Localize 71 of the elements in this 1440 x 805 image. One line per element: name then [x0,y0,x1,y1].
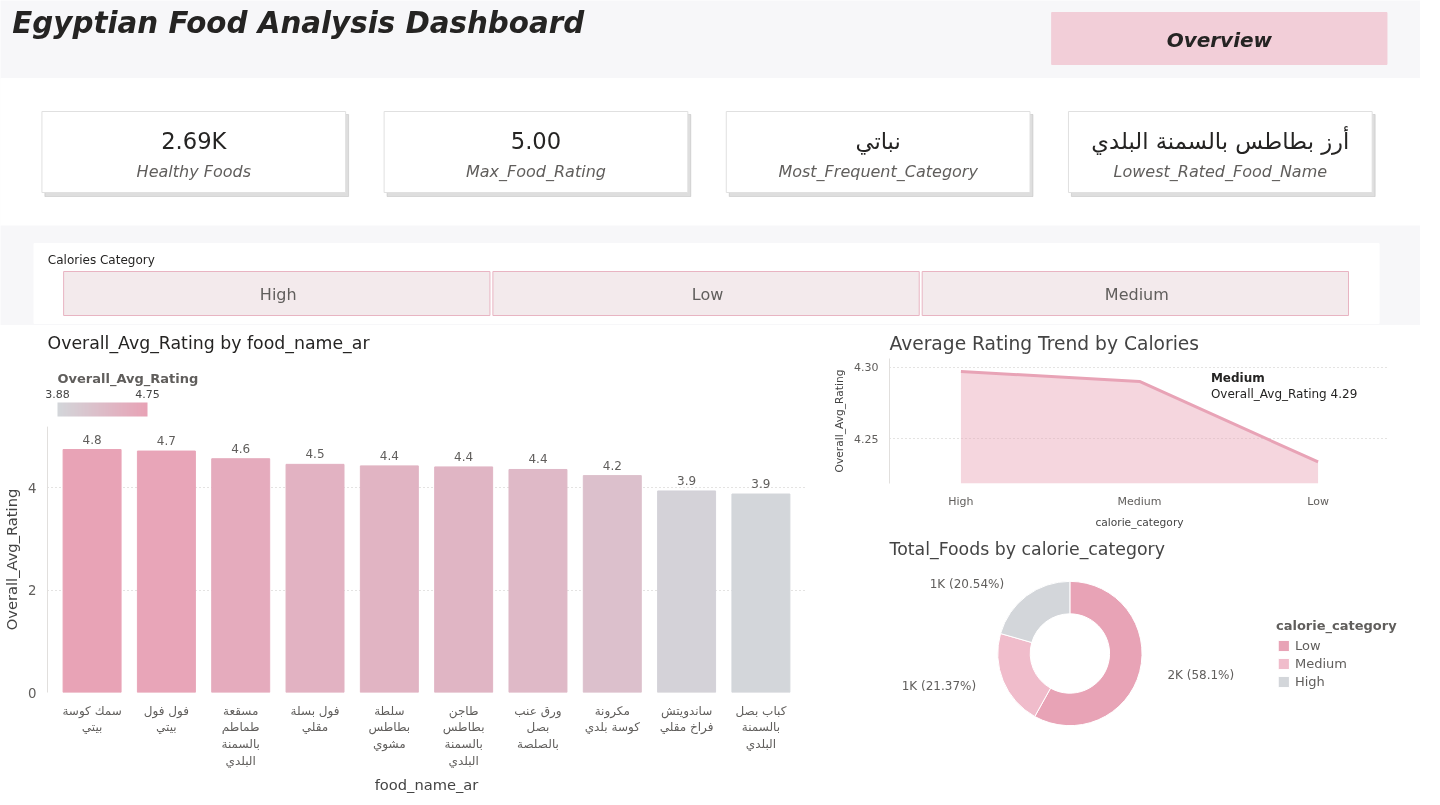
bar [62,449,122,693]
color-bar-title: Overall_Avg_Rating [833,369,847,473]
data-label: 4.2 [602,458,622,473]
bar [582,475,642,693]
x-tick-label: مكرونة كوسة بلدي [584,703,641,736]
text: Lowest_Rated_Food_Name [1113,162,1328,182]
x-tick-label: مسقعة طماطم بالسمنة البلدي [221,703,260,768]
bar [359,465,419,693]
data-label: 4.4 [528,452,548,467]
text: Healthy Foods [136,162,251,181]
data-label: 2K (58.1%) [1167,668,1235,683]
data-label: 4.4 [379,448,399,463]
y-tick-label: 0 [28,685,37,701]
data-label: 3.9 [677,473,697,488]
data-label: 1K (20.54%) [929,577,1005,592]
data-label: 3.9 [751,477,771,492]
legend-label: High [1294,673,1325,689]
data-label: 1K (21.37%) [901,679,977,694]
x-tick-label: Medium [1117,494,1162,508]
text: 2.69K [161,127,228,154]
legend-label: Low [1294,637,1321,653]
text: Most_Frequent_Category [778,162,979,182]
bar [508,468,568,693]
chart-title: Average Rating Trend by Calories [889,332,1200,354]
y-axis-title: Overall_Avg_Rating [57,370,199,387]
x-tick-label: سلطة بطاطس مشوي [368,703,411,753]
text: Calories Category [47,252,155,267]
legend-title: calorie_category [1275,617,1397,633]
text: نباتي [855,127,901,155]
bar [211,458,271,693]
x-tick-label: فول بسلة مقلي [290,703,340,735]
chart-title: Total_Foods by calorie_category [888,538,1165,560]
x-axis-title: food_name_ar [374,775,480,793]
bar [434,466,494,693]
x-tick-label: High [948,494,974,508]
x-tick-label: كباب بصل بالسمنة البلدي [735,703,787,752]
data-label: 4.7 [156,434,176,449]
annotation: Medium [1210,371,1265,385]
y-tick-label: 2 [28,583,37,599]
category-label: Low [691,285,724,304]
data-label: 4.5 [305,447,325,462]
text: Egyptian Food Analysis Dashboard [12,5,586,40]
bar [285,463,345,693]
x-tick-label: Low [1307,494,1329,508]
color-bar-label: 4.75 [135,387,160,401]
category-label: High [259,285,297,304]
legend-label: Medium [1294,655,1347,671]
bar [136,450,196,693]
text: أرز بطاطس بالسمنة البلدي [1091,125,1350,155]
x-tick-label: ورق عنب بصل بالصلصة [514,703,562,752]
x-tick-label: ساندويتش فراخ مقلي [659,703,714,736]
y-tick-label: 4.30 [854,361,879,375]
x-tick-label: طاجن بطاطس بالسمنة البلدي [442,703,485,768]
y-tick-label: 4 [28,480,37,496]
data-label: 4.8 [82,432,102,447]
text: Max_Food_Rating [465,162,606,182]
annotation: Overall_Avg_Rating 4.29 [1210,387,1358,402]
y-axis-title: Overall_Avg_Rating [3,488,21,631]
x-tick-label: سمك كوسة بيتي [62,703,122,735]
text: 5.00 [510,128,562,154]
bar [731,493,791,693]
color-bar-label: 3.88 [45,387,70,401]
text: Overview [1166,27,1273,52]
data-label: 4.6 [231,441,251,456]
category-label: Medium [1104,285,1169,304]
y-tick-label: 4.25 [854,432,879,446]
bar [657,490,717,693]
chart-title: Overall_Avg_Rating by food_name_ar [47,332,371,354]
x-tick-label: فول فول بيتي [143,703,189,735]
data-label: 4.4 [454,449,474,464]
x-axis-title: calorie_category [1095,515,1184,529]
